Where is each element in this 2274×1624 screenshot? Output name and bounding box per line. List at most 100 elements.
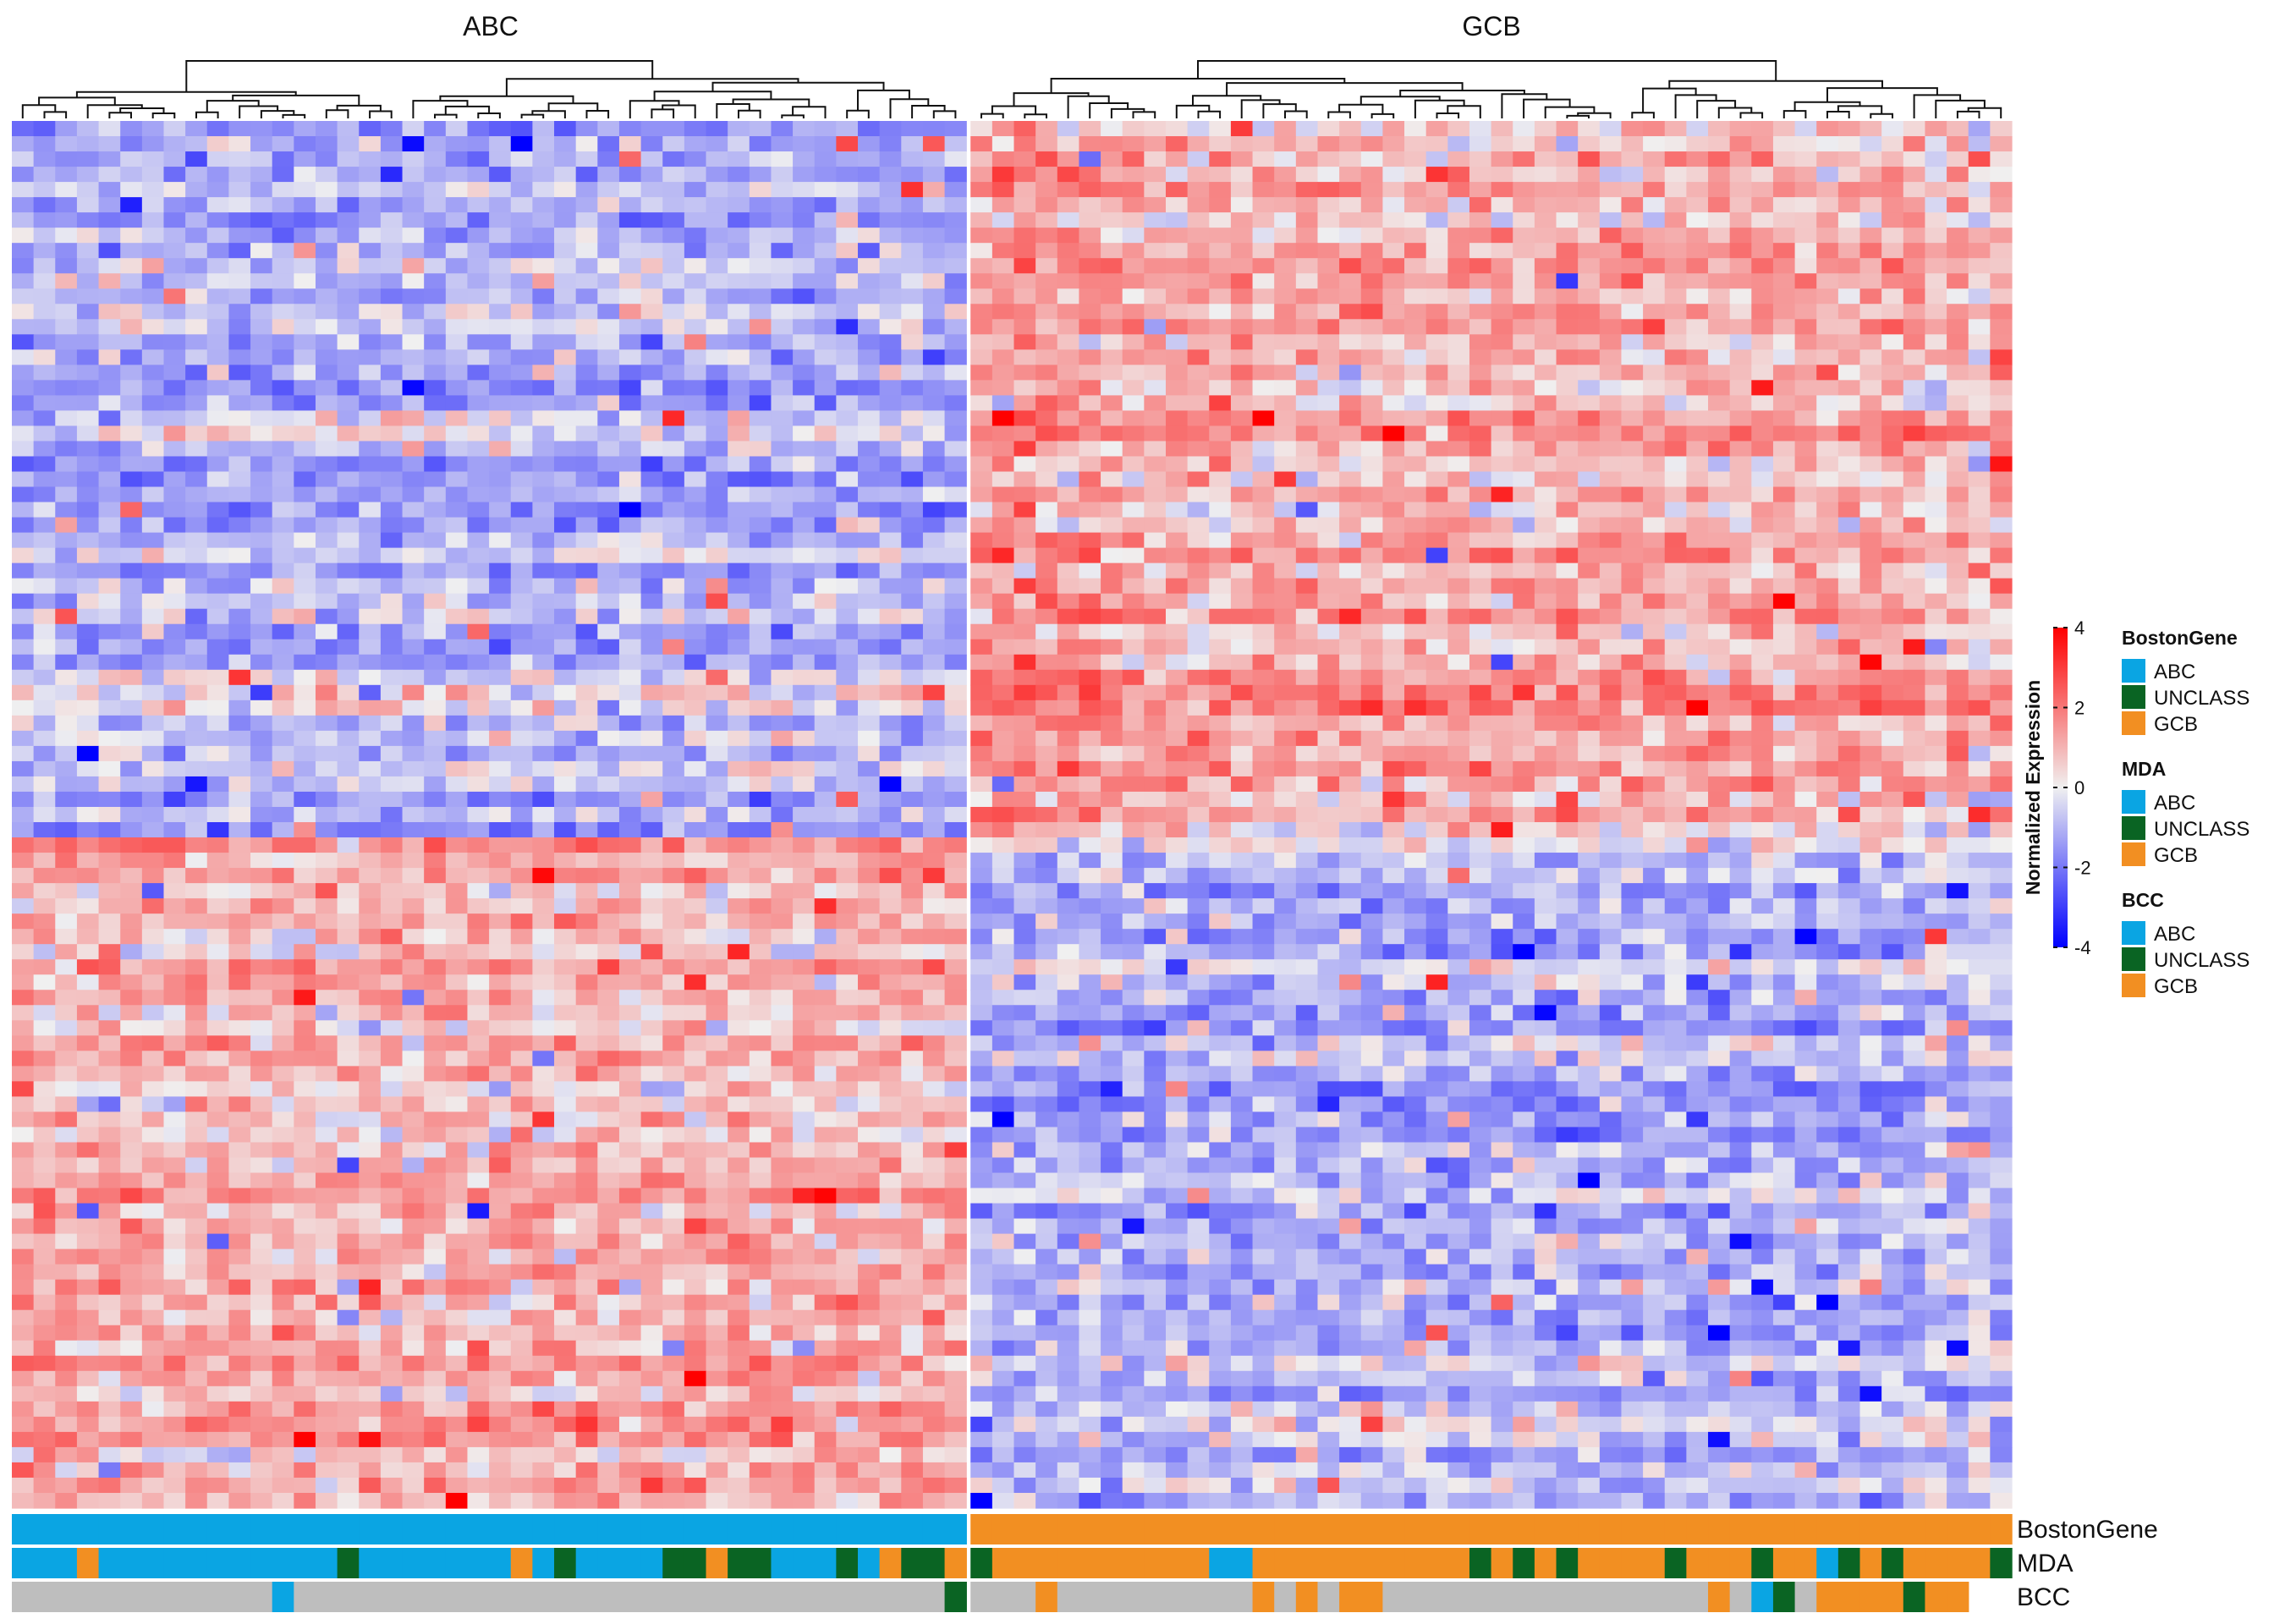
heatmap-cell xyxy=(1057,349,1080,365)
heatmap-cell xyxy=(1187,471,1210,488)
heatmap-cell xyxy=(1816,806,1839,823)
heatmap-cell xyxy=(532,715,555,732)
heatmap-cell xyxy=(510,853,533,869)
heatmap-cell xyxy=(250,822,273,838)
heatmap-cell xyxy=(1209,228,1232,244)
heatmap-cell xyxy=(1187,334,1210,350)
heatmap-cell xyxy=(1881,212,1904,228)
heatmap-cell xyxy=(163,715,186,732)
heatmap-cell xyxy=(1274,669,1297,686)
heatmap-cell xyxy=(1144,806,1167,823)
heatmap-cell xyxy=(836,868,859,884)
heatmap-cell xyxy=(510,837,533,853)
heatmap-cell xyxy=(749,578,772,595)
heatmap-cell xyxy=(228,258,251,274)
heatmap-cell xyxy=(1360,395,1383,412)
heatmap-cell xyxy=(575,914,598,930)
heatmap-cell xyxy=(1469,243,1492,259)
heatmap-cell xyxy=(662,471,685,488)
heatmap-cell xyxy=(1101,258,1123,274)
heatmap-cell xyxy=(879,486,902,503)
heatmap-cell xyxy=(1252,182,1275,198)
heatmap-cell xyxy=(1165,608,1189,625)
heatmap-cell xyxy=(1447,654,1470,671)
heatmap-cell xyxy=(1686,914,1709,930)
heatmap-cell xyxy=(1122,684,1145,701)
heatmap-cell xyxy=(836,517,859,534)
heatmap-cell xyxy=(1708,197,1731,213)
heatmap-cell xyxy=(858,288,881,304)
heatmap-cell xyxy=(597,776,620,793)
heatmap-cell xyxy=(1122,837,1145,853)
heatmap-cell xyxy=(901,380,924,396)
heatmap-cell xyxy=(1057,228,1080,244)
heatmap-cell xyxy=(1447,380,1470,396)
heatmap-cell xyxy=(1751,441,1774,458)
heatmap-cell xyxy=(1708,532,1731,549)
heatmap-cell xyxy=(1317,288,1340,304)
heatmap-cell xyxy=(1057,410,1080,427)
heatmap-cell xyxy=(1925,167,1947,183)
heatmap-cell xyxy=(728,365,750,381)
heatmap-cell xyxy=(272,639,294,656)
heatmap-cell xyxy=(228,395,251,412)
heatmap-cell xyxy=(1230,288,1254,304)
heatmap-cell xyxy=(510,151,533,167)
heatmap-cell xyxy=(814,502,837,518)
heatmap-cell xyxy=(12,334,35,350)
heatmap-cell xyxy=(1881,380,1904,396)
heatmap-cell xyxy=(836,654,859,671)
heatmap-cell xyxy=(1057,304,1080,320)
heatmap-cell xyxy=(1339,791,1362,808)
heatmap-cell xyxy=(1209,319,1232,335)
heatmap-cell xyxy=(1903,349,1926,365)
heatmap-cell xyxy=(1947,730,1969,747)
heatmap-cell xyxy=(879,365,902,381)
heatmap-cell xyxy=(98,334,121,350)
heatmap-cell xyxy=(163,365,186,381)
heatmap-cell xyxy=(185,608,208,625)
heatmap-cell xyxy=(76,167,100,183)
heatmap-cell xyxy=(1165,334,1189,350)
heatmap-cell xyxy=(728,730,750,747)
heatmap-cell xyxy=(1165,578,1189,595)
heatmap-cell xyxy=(901,349,924,365)
heatmap-cell xyxy=(970,715,993,732)
heatmap-cell xyxy=(1925,365,1947,381)
heatmap-cell xyxy=(684,304,707,320)
heatmap-cell xyxy=(315,517,338,534)
heatmap-cell xyxy=(1425,822,1448,838)
heatmap-cell xyxy=(1947,608,1969,625)
heatmap-cell xyxy=(1491,715,1513,732)
heatmap-cell xyxy=(1990,395,2013,412)
heatmap-cell xyxy=(402,745,425,762)
heatmap-cell xyxy=(1708,639,1731,656)
heatmap-cell xyxy=(1556,167,1579,183)
heatmap-cell xyxy=(1881,578,1904,595)
heatmap-cell xyxy=(1578,471,1601,488)
heatmap-cell xyxy=(1079,837,1101,853)
heatmap-cell xyxy=(1101,456,1123,473)
heatmap-cell xyxy=(1317,593,1340,610)
heatmap-cell xyxy=(1035,868,1058,884)
heatmap-cell xyxy=(597,684,620,701)
heatmap-cell xyxy=(1447,334,1470,350)
dendrogram-branch xyxy=(1192,95,1262,106)
heatmap-cell xyxy=(1360,837,1383,853)
heatmap-cell xyxy=(1013,669,1036,686)
heatmap-cell xyxy=(1382,776,1405,793)
heatmap-cell xyxy=(922,760,946,777)
heatmap-cell xyxy=(1469,776,1492,793)
heatmap-cell xyxy=(1794,684,1817,701)
heatmap-cell xyxy=(359,182,382,198)
heatmap-cell xyxy=(1122,669,1145,686)
heatmap-cell xyxy=(1013,730,1036,747)
heatmap-cell xyxy=(1035,151,1058,167)
heatmap-cell xyxy=(228,745,251,762)
heatmap-cell xyxy=(1903,319,1926,335)
heatmap-cell xyxy=(1947,914,1969,930)
dendrogram-branch xyxy=(1262,103,1297,118)
heatmap-cell xyxy=(1903,883,1926,899)
heatmap-cell xyxy=(1968,182,1991,198)
heatmap-cell xyxy=(1513,212,1535,228)
